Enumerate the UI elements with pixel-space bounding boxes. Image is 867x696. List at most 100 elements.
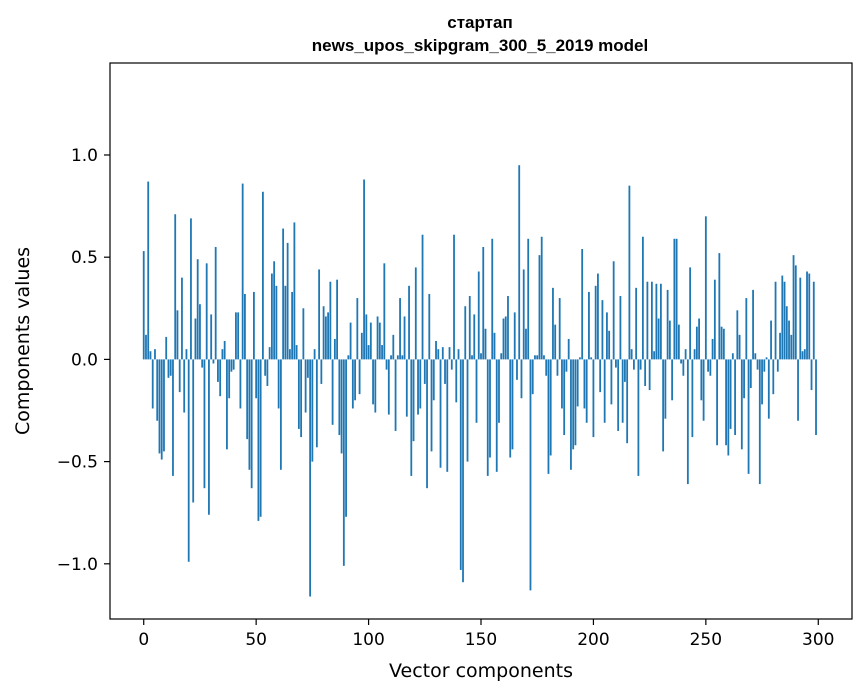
bar-57 — [270, 273, 273, 360]
bar-244 — [691, 359, 694, 438]
bar-285 — [783, 281, 786, 360]
bar-113 — [396, 355, 399, 360]
bar-6 — [156, 359, 159, 421]
bar-4 — [151, 359, 154, 409]
bar-259 — [725, 359, 727, 446]
bar-200 — [592, 359, 595, 438]
bar-202 — [597, 273, 599, 360]
bar-280 — [772, 359, 775, 395]
bar-70 — [300, 359, 303, 438]
bar-135 — [446, 359, 449, 472]
bar-173 — [531, 359, 534, 395]
bar-35 — [221, 349, 224, 360]
bar-263 — [734, 359, 736, 436]
bar-76 — [313, 349, 316, 360]
bar-37 — [226, 359, 228, 450]
bar-159 — [500, 353, 503, 360]
bar-177 — [540, 236, 543, 360]
bar-81 — [324, 316, 327, 360]
bar-249 — [702, 359, 705, 421]
bar-208 — [610, 359, 613, 405]
bar-115 — [401, 355, 404, 360]
bar-129 — [432, 359, 435, 401]
bar-214 — [624, 359, 626, 382]
bar-277 — [765, 357, 768, 360]
bar-227 — [653, 351, 656, 360]
bar-53 — [262, 191, 264, 360]
bar-168 — [520, 359, 523, 399]
bar-12 — [169, 359, 172, 376]
bar-91 — [347, 355, 350, 360]
bar-34 — [219, 359, 222, 397]
bar-255 — [716, 359, 718, 446]
bar-27 — [203, 359, 206, 489]
bar-267 — [743, 359, 745, 399]
bar-52 — [259, 359, 262, 517]
bar-30 — [210, 314, 213, 360]
bar-197 — [585, 359, 588, 423]
bar-128 — [430, 359, 433, 452]
bar-130 — [435, 341, 437, 360]
bar-96 — [358, 359, 361, 395]
bar-120 — [412, 359, 415, 442]
bar-140 — [457, 349, 460, 360]
bar-142 — [462, 359, 464, 583]
bar-291 — [797, 359, 799, 421]
bar-2 — [147, 181, 150, 360]
bar-287 — [788, 320, 790, 360]
bar-269 — [747, 359, 750, 474]
bar-134 — [444, 359, 446, 384]
bar-14 — [174, 214, 177, 360]
bar-127 — [428, 293, 431, 360]
bar-32 — [214, 246, 217, 360]
bar-254 — [713, 279, 716, 360]
bar-181 — [549, 359, 552, 456]
bar-144 — [466, 359, 469, 462]
bar-39 — [230, 359, 233, 372]
bar-107 — [383, 263, 386, 360]
chart-title-line-2: news_upos_skipgram_300_5_2019 model — [312, 36, 648, 55]
bar-195 — [581, 249, 584, 360]
bar-54 — [264, 359, 267, 376]
bar-146 — [471, 355, 473, 360]
bar-273 — [756, 359, 759, 370]
bar-196 — [583, 359, 586, 409]
bar-93 — [351, 359, 354, 409]
bar-98 — [363, 179, 365, 360]
bar-36 — [223, 341, 226, 360]
bar-11 — [167, 359, 170, 378]
bar-264 — [736, 310, 739, 360]
bar-222 — [641, 236, 644, 360]
bar-0 — [142, 251, 145, 360]
bar-13 — [172, 359, 174, 476]
bar-167 — [518, 165, 521, 360]
bar-265 — [738, 334, 741, 360]
bar-175 — [536, 355, 539, 360]
bar-45 — [244, 293, 246, 360]
bar-188 — [565, 359, 568, 372]
bar-194 — [579, 357, 581, 360]
bar-105 — [378, 322, 381, 360]
bar-25 — [199, 304, 201, 360]
bar-77 — [315, 359, 318, 448]
bar-237 — [675, 238, 678, 360]
bar-60 — [277, 359, 280, 409]
bar-207 — [608, 330, 611, 360]
bar-58 — [273, 261, 276, 360]
bar-203 — [599, 359, 602, 393]
bar-66 — [291, 291, 294, 360]
bar-245 — [693, 349, 696, 360]
bar-278 — [767, 359, 770, 419]
bar-241 — [684, 349, 687, 360]
bar-22 — [192, 359, 195, 503]
bar-274 — [758, 359, 761, 485]
bar-240 — [682, 359, 685, 376]
bar-212 — [619, 296, 622, 360]
bar-199 — [590, 357, 593, 360]
bar-185 — [558, 298, 561, 360]
chart-title: стартап news_upos_skipgram_300_5_2019 mo… — [312, 13, 648, 55]
bar-121 — [414, 267, 417, 360]
bar-186 — [561, 359, 563, 409]
bar-260 — [727, 359, 730, 456]
bar-112 — [394, 359, 397, 431]
